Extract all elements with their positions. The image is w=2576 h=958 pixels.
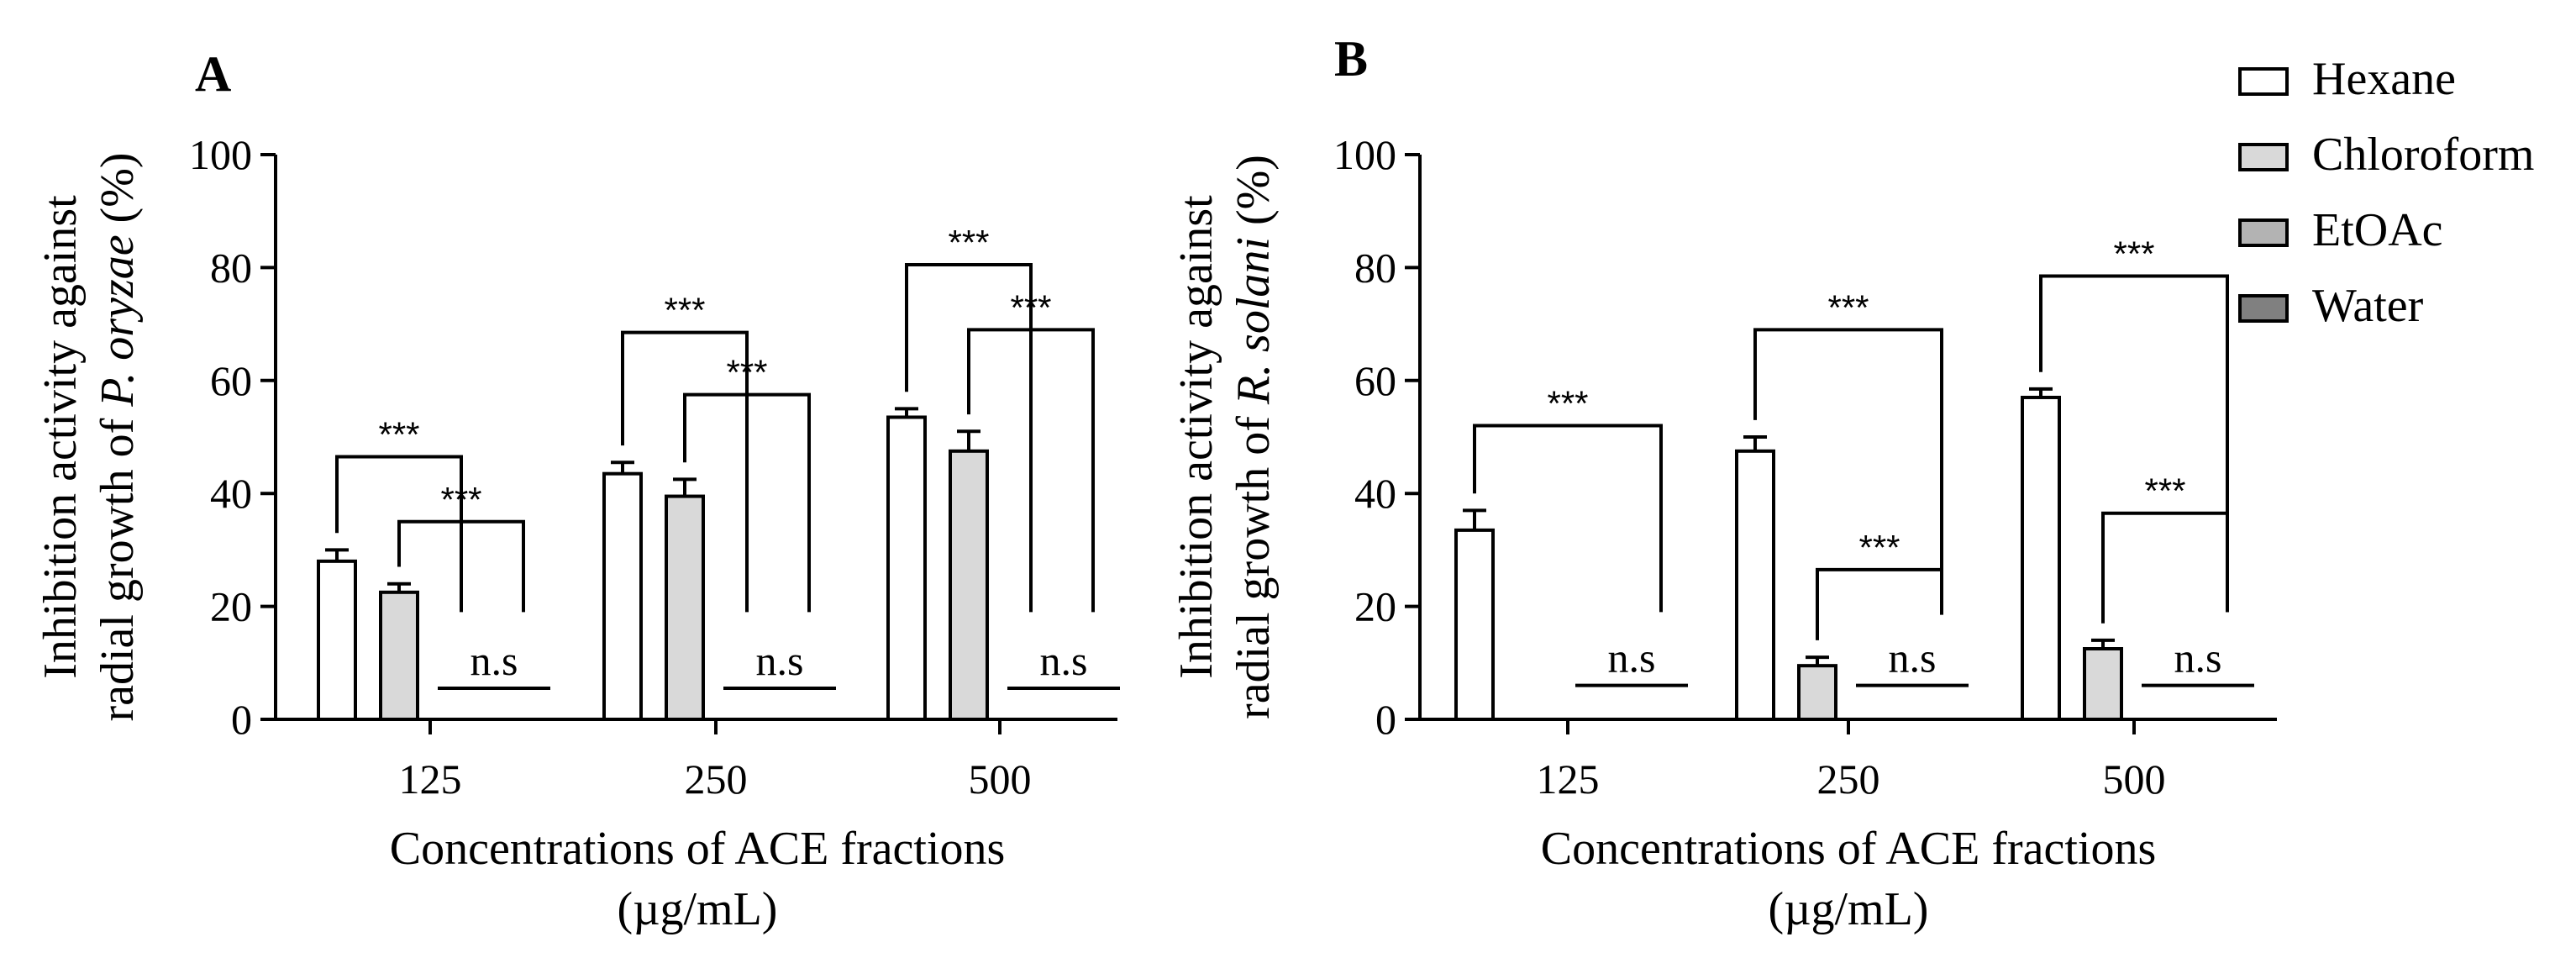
panel-b-significance-bracket [1816,567,1943,640]
panel-a-x-tick-label: 500 [969,755,1032,803]
panel-a-ylabel-line2: radial growth of P. oryzae (%) [92,152,144,721]
panel-a-ns-label: n.s [1040,637,1088,684]
panel-a-ns-label: n.s [471,637,518,684]
panel-a-letter: A [195,46,231,102]
panel-b-y-tick-label: 80 [1354,244,1396,291]
panel-a-y-tick-label: 0 [231,696,252,743]
panel-a-significance-label: *** [378,415,419,455]
panel-b-xlabel-line2: (µg/mL) [1769,883,1929,935]
panel-b-ylabel-species: R. solani [1228,237,1280,405]
legend-swatch-water [2238,294,2289,323]
panel-b-ylabel-line1: Inhibition activity against [1170,195,1222,679]
panel-b-bar-hexane [1454,528,1495,721]
panel-a-bar-chloroform [665,494,705,721]
panel-b-bar-chloroform [2083,647,2123,721]
panel-a-bar-chloroform [379,590,419,721]
panel-a-significance-bracket [905,263,1033,613]
panel-a-bar-hexane [602,471,643,721]
panel-b-significance-bracket [2101,511,2229,624]
panel-b-x-tick-label: 250 [1817,755,1880,803]
panel-a-bar-hexane [886,415,927,721]
legend-swatch-chloroform [2238,143,2289,171]
panel-a-significance-label: *** [948,223,989,262]
panel-a-ns-label: n.s [756,637,804,684]
panel-b-significance-bracket [2039,274,2229,613]
panel-b-letter: B [1334,31,1368,87]
panel-b-significance-label: *** [2113,234,2154,273]
panel-b-x-tick-label: 125 [1537,755,1600,803]
panel-a-significance-bracket [621,330,749,613]
panel-a-ylabel-line1: Inhibition activity against [34,195,87,679]
panel-b-ylabel-prefix: radial growth of [1228,404,1280,719]
panel-b-significance-bracket [1473,424,1663,613]
panel-a-xlabel-line2: (µg/mL) [618,883,778,935]
panel-b-significance-label: *** [1827,287,1869,327]
panel-b-significance-label: *** [1547,384,1588,424]
panel-a-y-tick-label: 80 [210,244,252,291]
panel-a-significance-bracket [683,392,811,613]
panel-b-ns-label: n.s [1889,634,1937,682]
panel-a-ylabel-prefix: radial growth of [92,407,144,722]
panel-a-xlabel-line1: Concentrations of ACE fractions [390,823,1006,875]
panel-b-x-tick-label: 500 [2103,755,2166,803]
panel-b-significance-bracket [1753,328,1943,613]
panel-a-significance-bracket [397,519,525,613]
panel-a-bar-chloroform [949,449,989,721]
panel-b-ns-label: n.s [2174,634,2222,682]
legend-swatch-etoac [2238,218,2289,247]
panel-b-bar-hexane [1735,449,1775,721]
panel-b-plot: 0 20 40 60 80 100 125 250 500 *** *** *** *** *** n.s n… [1333,131,2277,803]
panel-b-bar-hexane [2021,395,2061,721]
panel-a-ylabel-species: P. oryzae [92,234,144,407]
legend-label-chloroform: Chloroform [2312,129,2534,181]
panel-a-y-tick-label: 20 [210,583,252,630]
panel-a-significance-label: *** [1010,287,1051,327]
panel-a-significance-bracket [967,328,1095,613]
panel-b: B Inhibition activity against radial gro… [1170,31,2277,935]
panel-a-ylabel-suffix: (%) [92,152,144,234]
panel-b-ns-label: n.s [1608,634,1656,682]
legend-label-hexane: Hexane [2312,53,2456,105]
panel-b-bar-chloroform [1797,664,1837,721]
panel-b-y-tick-label: 60 [1354,357,1396,404]
panel-b-y-tick-label: 40 [1354,470,1396,517]
panel-a-bar-hexane [317,559,357,722]
panel-a-x-tick-label: 125 [399,755,462,803]
panel-b-y-tick-label: 100 [1333,131,1396,178]
panel-a-y-tick-label: 100 [189,131,252,178]
panel-a-y-tick-label: 60 [210,357,252,404]
panel-a-significance-label: *** [726,353,767,392]
panel-b-ylabel-suffix: (%) [1228,155,1280,237]
panel-b-ylabel-line2: radial growth of R. solani (%) [1228,155,1280,719]
panel-a-significance-bracket [335,455,463,613]
legend: Hexane Chloroform EtOAc Water [2238,53,2534,332]
panel-a: A Inhibition activity against radial gro… [34,46,1120,935]
legend-label-water: Water [2312,280,2424,332]
panel-b-significance-label: *** [1858,528,1900,567]
legend-swatch-hexane [2238,67,2289,96]
panel-b-y-tick-label: 0 [1375,696,1396,743]
panel-a-y-tick-label: 40 [210,470,252,517]
panel-b-y-tick-label: 20 [1354,583,1396,630]
panel-b-significance-label: *** [2144,471,2185,511]
panel-a-significance-label: *** [664,291,705,330]
panel-b-xlabel-line1: Concentrations of ACE fractions [1541,823,2157,875]
panel-a-x-tick-label: 250 [685,755,748,803]
panel-a-plot: 0 20 40 60 80 100 125 250 500 *** *** *** *** *** *** n… [189,131,1120,803]
legend-label-etoac: EtOAc [2312,204,2443,256]
panel-a-significance-label: *** [440,480,481,519]
